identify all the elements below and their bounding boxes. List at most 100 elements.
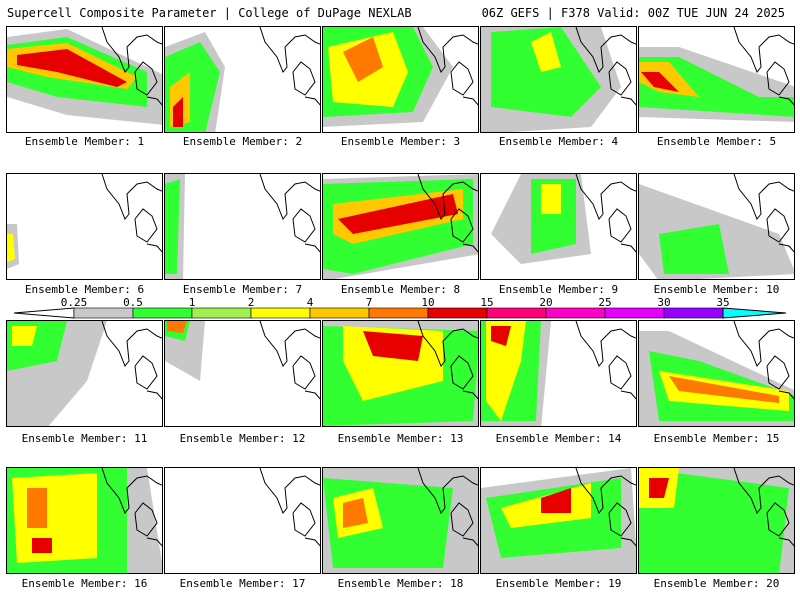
scp-contour-fill [363,331,423,361]
scp-contour-fill [32,538,52,553]
great-lakes-outline [733,174,794,253]
panel-label: Ensemble Member: 16 [21,577,148,590]
scp-contour-fill [167,321,187,333]
legend-tick-label: 2 [247,296,255,309]
map-panel [638,320,795,427]
scp-contour-fill [486,321,526,421]
panel-label: Ensemble Member: 1 [24,135,145,148]
scp-contour-fill [343,498,368,528]
legend-tick-label: 20 [539,296,553,309]
map-panel [480,467,637,574]
map-field [323,27,478,127]
legend-tick-label: 10 [421,296,435,309]
scp-contour-fill [639,468,789,573]
scp-contour-fill [641,72,679,92]
great-lakes-outline [575,174,636,253]
great-lakes-outline [417,468,478,547]
map-panel [6,320,163,427]
legend-swatch [427,307,488,319]
map-panel [480,320,637,427]
scp-contour-fill [27,488,47,528]
map-panel [322,320,479,427]
map-field [481,27,636,132]
scp-contour-fill [649,478,669,498]
map-panel [638,467,795,574]
map-field [639,27,794,122]
panel-label: Ensemble Member: 12 [179,432,306,445]
panel-label: Ensemble Member: 13 [337,432,464,445]
map-field [7,174,162,269]
map-panel [638,173,795,280]
scp-contour-fill [491,27,601,117]
legend-tick-label: 25 [598,296,612,309]
legend-tick-label: 30 [657,296,671,309]
great-lakes-outline [575,468,636,547]
legend-tick-label: 4 [306,296,314,309]
scp-contour-fill [12,326,37,346]
scp-contour-fill [491,326,511,346]
legend-swatch [604,307,665,319]
valid-time-label: 06Z GEFS | F378 Valid: 00Z TUE JUN 24 20… [481,6,785,20]
great-lakes-outline [733,27,794,106]
panel-label: Ensemble Member: 7 [182,283,303,296]
color-legend [13,307,787,319]
legend-swatch [132,307,193,319]
panel-label: Ensemble Member: 4 [498,135,619,148]
chart-title: Supercell Composite Parameter | College … [7,6,412,20]
legend-arrow-right [722,307,787,319]
map-field [165,27,320,132]
map-panel [6,173,163,280]
map-field [481,468,636,573]
legend-swatch [191,307,252,319]
legend-swatch [309,307,370,319]
scp-contour-fill [173,97,183,127]
scp-contour-fill [7,234,15,262]
map-panel [164,320,321,427]
great-lakes-outline [575,321,636,400]
panel-label: Ensemble Member: 3 [340,135,461,148]
scp-contour-fill [669,376,779,403]
panel-label: Ensemble Member: 9 [498,283,619,296]
panel-label: Ensemble Member: 14 [495,432,622,445]
great-lakes-outline [733,468,794,547]
map-field [481,321,636,426]
panel-label: Ensemble Member: 15 [653,432,780,445]
legend-tick-label: 0.25 [60,296,88,309]
scp-contour-fill [343,37,383,82]
legend-swatch [545,307,606,319]
great-lakes-outline [101,468,162,547]
map-panel [164,467,321,574]
map-field [639,174,794,279]
great-lakes-outline [575,27,636,106]
panel-label: Ensemble Member: 17 [179,577,306,590]
panel-label: Ensemble Member: 5 [656,135,777,148]
legend-tick-label: 35 [716,296,730,309]
map-field [7,27,162,125]
map-panel [164,26,321,133]
legend-swatch [663,307,724,319]
map-field [639,321,794,426]
map-panel [322,467,479,574]
great-lakes-outline [259,321,320,400]
legend-tick-label: 7 [365,296,373,309]
scp-contour-fill [165,179,180,274]
map-field [165,174,320,279]
map-field [7,468,162,573]
map-panel [638,26,795,133]
scp-contour-fill [17,49,127,87]
map-field [7,321,162,426]
legend-swatch [486,307,547,319]
scp-contour-fill [659,224,729,274]
map-field [323,174,478,279]
legend-tick-label: 0.5 [123,296,143,309]
map-field [639,468,794,573]
legend-swatch [250,307,311,319]
panel-label: Ensemble Member: 8 [340,283,461,296]
great-lakes-outline [417,321,478,400]
great-lakes-outline [101,321,162,400]
map-panel [322,26,479,133]
legend-tick-label: 1 [188,296,196,309]
map-panel [6,26,163,133]
map-panel [6,467,163,574]
great-lakes-outline [259,27,320,106]
